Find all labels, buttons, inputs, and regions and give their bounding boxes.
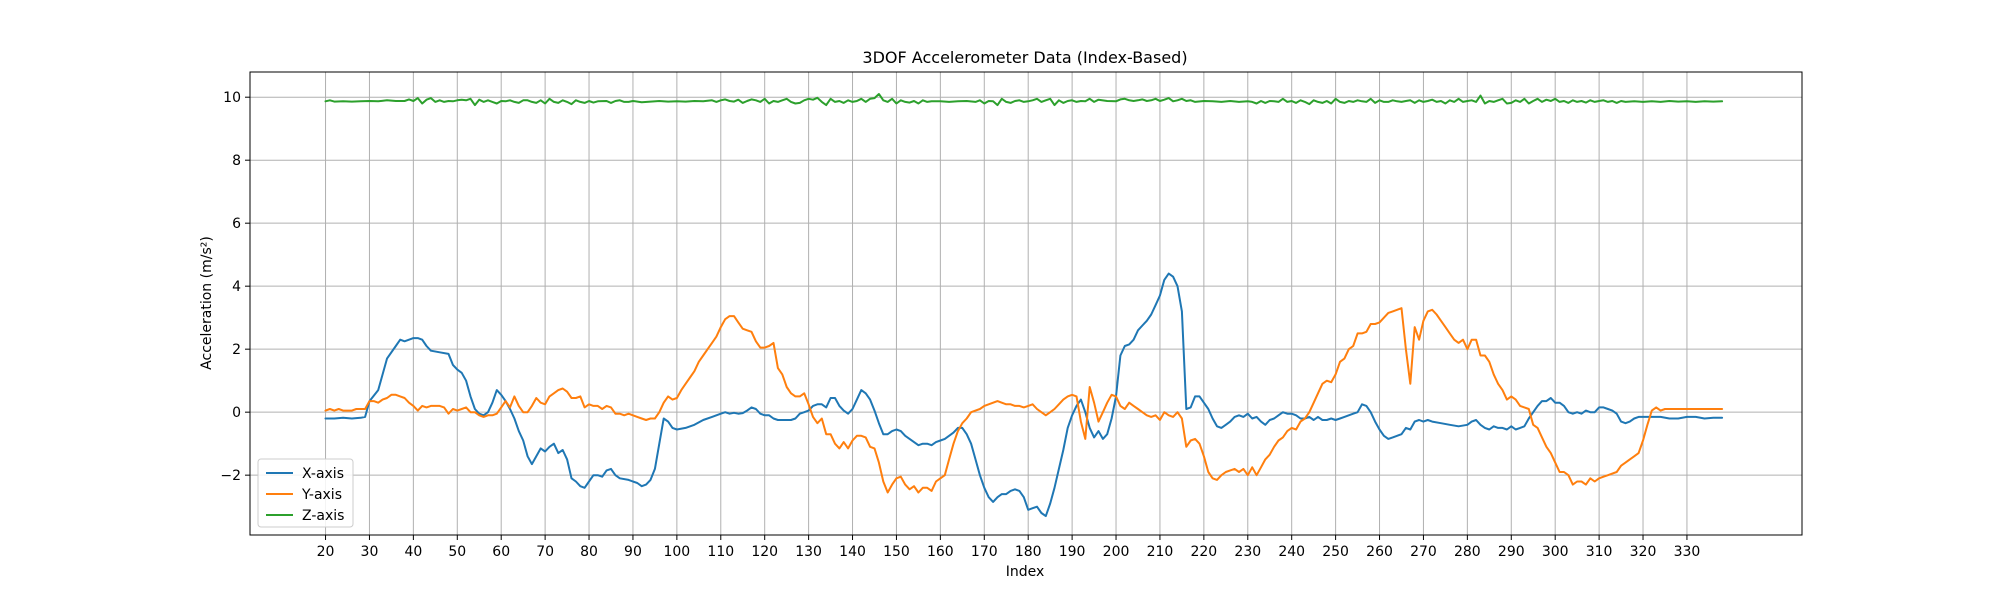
x-tick-label: 200 <box>1103 544 1130 560</box>
y-tick-label: 6 <box>232 216 241 232</box>
x-axis-series-line <box>324 272 1724 518</box>
y-tick-label: 4 <box>232 279 241 295</box>
y-tick-label: −2 <box>220 468 241 484</box>
x-tick-label: 140 <box>839 544 866 560</box>
legend-label: X-axis <box>302 466 344 482</box>
x-tick-label: 110 <box>707 544 734 560</box>
x-tick-label: 230 <box>1234 544 1261 560</box>
x-tick-label: 80 <box>580 544 598 560</box>
grid <box>250 72 1802 535</box>
x-tick-label: 70 <box>536 544 554 560</box>
x-tick-label: 120 <box>751 544 778 560</box>
legend-box <box>257 458 354 528</box>
axis-ticks: 20 30 40 50 60 70 80 90 100 110 120 130 140 150 160 170… <box>220 90 1700 560</box>
x-tick-label: 90 <box>624 544 642 560</box>
legend-label: Y-axis <box>301 487 342 503</box>
x-tick-label: 30 <box>361 544 379 560</box>
x-tick-label: 250 <box>1322 544 1349 560</box>
x-tick-label: 180 <box>1015 544 1042 560</box>
y-axis-series-line <box>324 307 1724 494</box>
y-tick-label: 2 <box>232 342 241 358</box>
y-tick-label: 8 <box>232 153 241 169</box>
x-tick-label: 220 <box>1190 544 1217 560</box>
x-tick-label: 160 <box>927 544 954 560</box>
x-tick-label: 310 <box>1586 544 1613 560</box>
x-tick-label: 40 <box>404 544 422 560</box>
x-tick-label: 290 <box>1498 544 1525 560</box>
legend-label: Z-axis <box>302 508 344 524</box>
x-tick-label: 150 <box>883 544 910 560</box>
x-tick-label: 260 <box>1366 544 1393 560</box>
x-tick-label: 190 <box>1059 544 1086 560</box>
x-axis-label: Index <box>1006 564 1045 580</box>
x-tick-label: 240 <box>1278 544 1305 560</box>
legend: X-axis Y-axis Z-axis <box>257 458 354 528</box>
x-tick-label: 270 <box>1410 544 1437 560</box>
x-tick-label: 330 <box>1674 544 1701 560</box>
x-tick-label: 210 <box>1147 544 1174 560</box>
plot-frame <box>249 71 1803 536</box>
x-tick-label: 20 <box>317 544 335 560</box>
x-tick-label: 170 <box>971 544 998 560</box>
chart-title: 3DOF Accelerometer Data (Index-Based) <box>862 48 1187 67</box>
x-tick-label: 50 <box>448 544 466 560</box>
y-tick-label: 0 <box>232 405 241 421</box>
x-tick-label: 300 <box>1542 544 1569 560</box>
x-tick-label: 100 <box>663 544 690 560</box>
x-tick-label: 280 <box>1454 544 1481 560</box>
x-tick-label: 320 <box>1630 544 1657 560</box>
x-tick-label: 130 <box>795 544 822 560</box>
y-axis-label: Acceleration (m/s²) <box>199 236 215 370</box>
series-lines <box>324 93 1724 518</box>
y-tick-label: 10 <box>223 90 241 106</box>
x-tick-label: 60 <box>492 544 510 560</box>
z-axis-series-line <box>324 93 1724 107</box>
